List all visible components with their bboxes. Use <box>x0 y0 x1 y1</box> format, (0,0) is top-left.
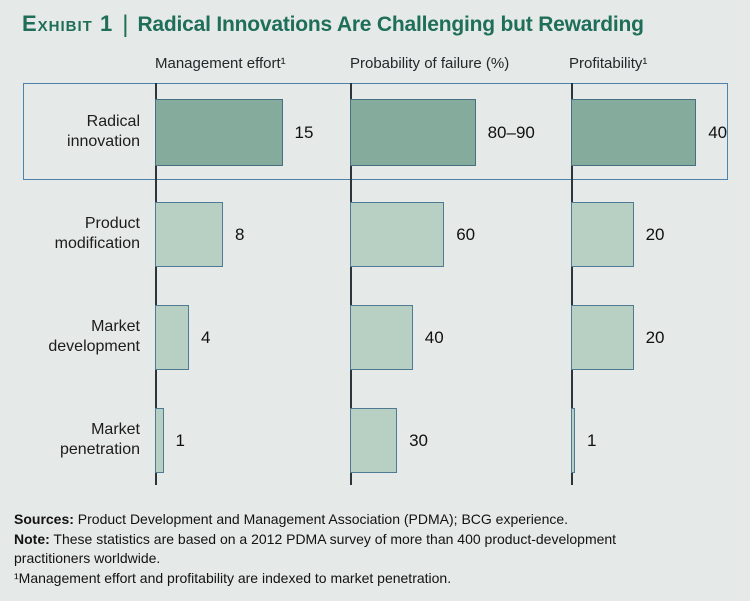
axis-line <box>571 83 573 485</box>
category-label: Product modification <box>54 214 140 253</box>
bar-value-label: 40 <box>424 327 444 347</box>
page-title: Exhibit 1 | Radical Innovations Are Challe… <box>22 10 644 38</box>
footer-line: ¹Management effort and profitability are… <box>14 569 452 586</box>
axis-line <box>350 83 352 485</box>
bar <box>571 305 634 370</box>
category-label: Market penetration <box>59 420 140 459</box>
bar <box>155 408 164 473</box>
bar-value-label: 60 <box>456 224 476 244</box>
axis-line <box>155 83 157 485</box>
bar <box>350 408 398 473</box>
footer-line: Sources: Product Development and Managem… <box>14 511 569 527</box>
bar <box>155 305 189 370</box>
column-header-profitability: Profitability¹ <box>569 55 648 72</box>
bar-value-label: 8 <box>235 224 245 244</box>
bar <box>155 202 223 267</box>
exhibit-number-label: Exhibit 1 <box>22 11 114 36</box>
column-header-management-effort: Management effort¹ <box>155 55 286 72</box>
bar-value-label: 20 <box>645 224 665 244</box>
category-label: Radical innovation <box>67 112 140 151</box>
footer-notes: Sources: Product Development and Managem… <box>14 510 734 588</box>
bar <box>350 305 413 370</box>
bar <box>571 202 634 267</box>
bar-value-label: 80–90 <box>487 122 535 142</box>
bar <box>155 99 283 166</box>
bar <box>350 99 476 166</box>
bar-value-label: 4 <box>201 327 211 347</box>
bar <box>571 408 575 473</box>
bar <box>571 99 697 166</box>
exhibit-title-text: Radical Innovations Are Challenging but … <box>137 13 644 36</box>
bar <box>350 202 445 267</box>
footer-line: Note: These statistics are based on a 20… <box>14 530 617 547</box>
footer-line: practitioners worldwide. <box>14 550 161 566</box>
bar-value-label: 20 <box>645 327 665 347</box>
bar-value-label: 40 <box>708 122 728 142</box>
bar-value-label: 15 <box>294 122 314 142</box>
title-separator: | <box>122 11 129 38</box>
bar-value-label: 1 <box>587 430 597 450</box>
bar-value-label: 1 <box>175 430 185 450</box>
column-header-probability-of-failure: Probability of failure (%) <box>350 55 510 72</box>
highlight-box-radical-innovation <box>23 83 728 180</box>
bar-value-label: 30 <box>409 430 429 450</box>
category-label: Market development <box>48 317 140 356</box>
